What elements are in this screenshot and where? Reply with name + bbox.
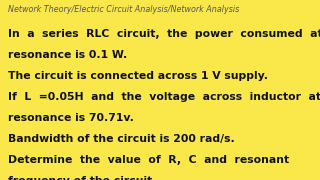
Text: Determine  the  value  of  R,  C  and  resonant: Determine the value of R, C and resonant [8, 155, 289, 165]
Text: resonance is 70.71v.: resonance is 70.71v. [8, 113, 134, 123]
Text: resonance is 0.1 W.: resonance is 0.1 W. [8, 50, 127, 60]
Text: Bandwidth of the circuit is 200 rad/s.: Bandwidth of the circuit is 200 rad/s. [8, 134, 235, 144]
Text: In  a  series  RLC  circuit,  the  power  consumed  at: In a series RLC circuit, the power consu… [8, 29, 320, 39]
Text: The circuit is connected across 1 V supply.: The circuit is connected across 1 V supp… [8, 71, 268, 81]
Text: If  L  =0.05H  and  the  voltage  across  inductor  at: If L =0.05H and the voltage across induc… [8, 92, 320, 102]
Text: frequency of the circuit: frequency of the circuit [8, 176, 152, 180]
Text: Network Theory/Electric Circuit Analysis/Network Analysis: Network Theory/Electric Circuit Analysis… [8, 5, 239, 14]
